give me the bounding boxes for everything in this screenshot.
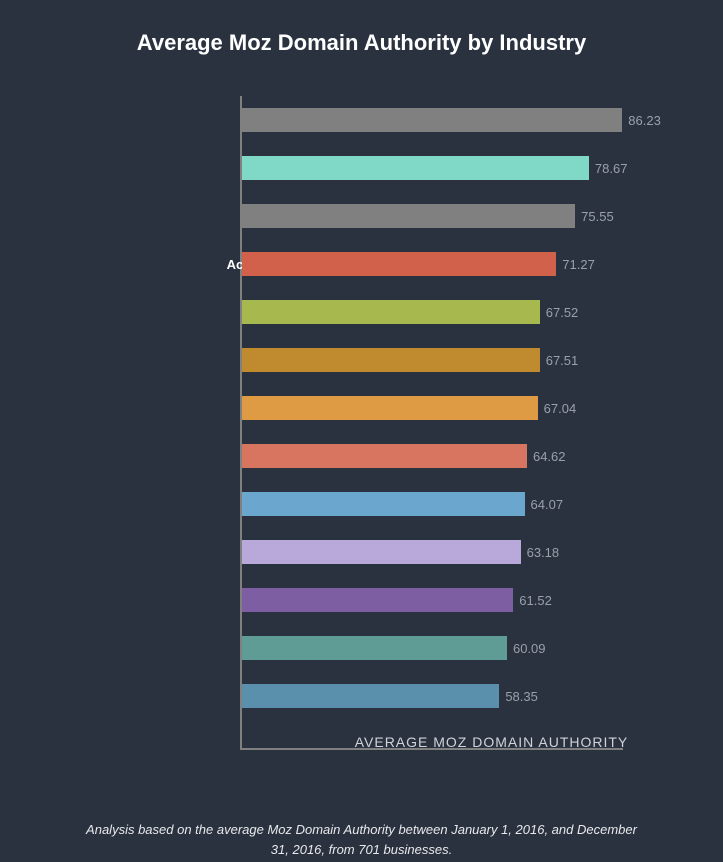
bar-area: 75.55 bbox=[242, 192, 683, 240]
bar-value: 63.18 bbox=[527, 545, 560, 560]
bar-area: 78.67 bbox=[242, 144, 683, 192]
bar bbox=[242, 492, 525, 516]
x-axis-line bbox=[240, 748, 623, 750]
chart-container: Average Moz Domain Authority by Industry… bbox=[0, 0, 723, 862]
bar bbox=[242, 684, 499, 708]
bar-value: 78.67 bbox=[595, 161, 628, 176]
bar bbox=[242, 252, 556, 276]
bar-area: 64.07 bbox=[242, 480, 683, 528]
bar-value: 71.27 bbox=[562, 257, 595, 272]
bar-area: 60.09 bbox=[242, 624, 683, 672]
bar bbox=[242, 396, 538, 420]
bar-area: 71.27 bbox=[242, 240, 683, 288]
bar-row: Wellness58.35 bbox=[240, 672, 683, 720]
bar-value: 64.62 bbox=[533, 449, 566, 464]
chart-body: Media & Publishing86.23Higher Education7… bbox=[40, 96, 683, 780]
bar-row: Software and Applications67.52 bbox=[240, 288, 683, 336]
bar-row: Real Estate61.52 bbox=[240, 576, 683, 624]
bar-row: Business Services67.04 bbox=[240, 384, 683, 432]
bar-row: Sports & Entertainment75.55 bbox=[240, 192, 683, 240]
bars-group: Media & Publishing86.23Higher Education7… bbox=[240, 96, 683, 720]
bar bbox=[242, 540, 521, 564]
bar-value: 58.35 bbox=[505, 689, 538, 704]
bar-row: Healthcare67.51 bbox=[240, 336, 683, 384]
bar bbox=[242, 204, 575, 228]
bar-value: 61.52 bbox=[519, 593, 552, 608]
bar bbox=[242, 444, 527, 468]
bar bbox=[242, 156, 589, 180]
bar-area: 67.51 bbox=[242, 336, 683, 384]
bar bbox=[242, 588, 513, 612]
bar-row: Higher Education78.67 bbox=[240, 144, 683, 192]
bar-row: Retail64.62 bbox=[240, 432, 683, 480]
bar-row: Media & Publishing86.23 bbox=[240, 96, 683, 144]
bar-area: 67.52 bbox=[242, 288, 683, 336]
bar bbox=[242, 636, 507, 660]
bar-area: 58.35 bbox=[242, 672, 683, 720]
bar-row: Construction Products63.18 bbox=[240, 528, 683, 576]
bar-value: 60.09 bbox=[513, 641, 546, 656]
bar-value: 67.04 bbox=[544, 401, 577, 416]
bar bbox=[242, 108, 622, 132]
bar-row: Consumer Goods64.07 bbox=[240, 480, 683, 528]
bar bbox=[242, 348, 540, 372]
bar-area: 63.18 bbox=[242, 528, 683, 576]
bar-area: 86.23 bbox=[242, 96, 683, 144]
bar bbox=[242, 300, 540, 324]
bar-area: 64.62 bbox=[242, 432, 683, 480]
bar-value: 64.07 bbox=[531, 497, 564, 512]
bar-row: Finance & Insurance60.09 bbox=[240, 624, 683, 672]
bar-value: 86.23 bbox=[628, 113, 661, 128]
bar-row: Accommodation & Food Services71.27 bbox=[240, 240, 683, 288]
chart-footer-note: Analysis based on the average Moz Domain… bbox=[40, 820, 683, 859]
bar-value: 67.51 bbox=[546, 353, 579, 368]
bar-value: 75.55 bbox=[581, 209, 614, 224]
bar-value: 67.52 bbox=[546, 305, 579, 320]
chart-title: Average Moz Domain Authority by Industry bbox=[40, 30, 683, 56]
bar-area: 67.04 bbox=[242, 384, 683, 432]
bar-area: 61.52 bbox=[242, 576, 683, 624]
